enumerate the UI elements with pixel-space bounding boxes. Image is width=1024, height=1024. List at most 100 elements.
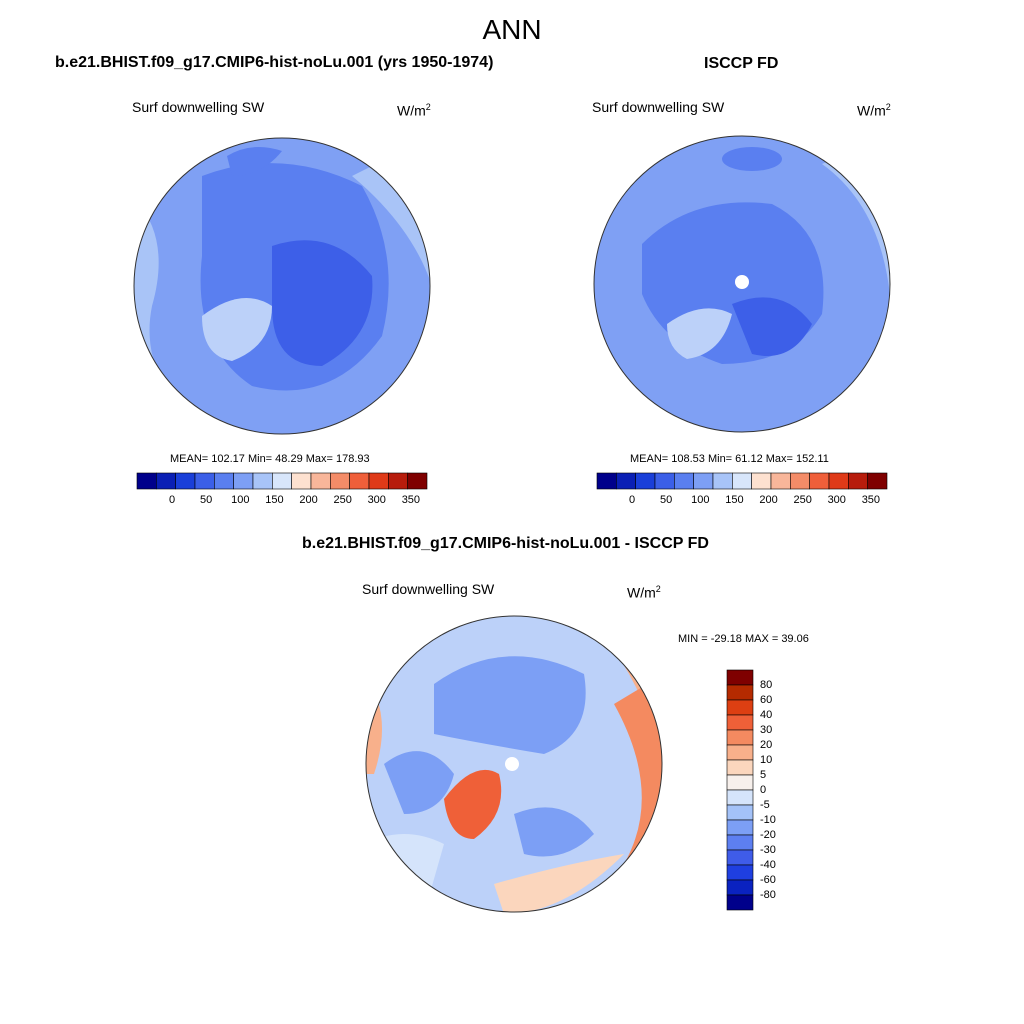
panel3-colorbar-tick-label: 10 xyxy=(760,754,773,766)
panel2-colorbar-swatch xyxy=(654,472,675,490)
panel1-colorbar-swatch xyxy=(349,472,370,490)
panel2-colorbar-tick-label: 300 xyxy=(827,494,846,506)
panel3-colorbar-tick-label: 20 xyxy=(760,739,773,751)
panel3-title: b.e21.BHIST.f09_g17.CMIP6-hist-noLu.001 … xyxy=(302,535,709,552)
panel3-colorbar-tick-label: -20 xyxy=(760,829,776,841)
panel3-colorbar-swatch xyxy=(726,864,754,881)
panel1-colorbar-swatch xyxy=(407,472,428,490)
panel1-colorbar-swatch xyxy=(214,472,234,490)
panel2-colorbar-swatch xyxy=(751,472,772,490)
panel3-colorbar-swatch xyxy=(726,774,754,791)
panel2-colorbar-tick-label: 100 xyxy=(691,494,710,506)
panel1-colorbar-tick-label: 0 xyxy=(168,494,176,506)
figure-title: ANN xyxy=(482,14,542,45)
panel2-colorbar-swatch xyxy=(693,472,714,490)
panel2-stats: MEAN= 108.53 Min= 61.12 Max= 152.11 xyxy=(630,453,829,465)
panel3-units: W/m2 xyxy=(627,584,661,601)
panel2-colorbar-swatch xyxy=(828,472,849,490)
panel2-colorbar-swatch xyxy=(790,472,810,490)
panel2-map-outline xyxy=(593,135,891,433)
panel1-colorbar-swatch xyxy=(156,472,176,490)
panel3-colorbar-tick-label: 5 xyxy=(760,769,767,781)
panel2-colorbar-swatch xyxy=(732,472,752,490)
panel3-variable-label: Surf downwelling SW xyxy=(362,581,495,597)
panel1-colorbar-tick-label: 250 xyxy=(333,494,352,506)
panel2-colorbar-swatch xyxy=(848,472,868,490)
panel3-colorbar-tick-label: -60 xyxy=(760,874,776,886)
panel3-colorbar-swatch xyxy=(726,819,754,836)
panel1-colorbar-swatch xyxy=(368,472,389,490)
panel1-colorbar-swatch xyxy=(291,472,312,490)
panel3-colorbar-tick-label: -40 xyxy=(760,859,776,871)
panel3-colorbar xyxy=(726,669,754,911)
panel3-colorbar-swatch xyxy=(726,714,754,731)
panel1-colorbar-tick-label: 350 xyxy=(401,494,421,506)
panel1-colorbar-tick-label: 300 xyxy=(367,494,386,506)
panel3-colorbar-swatch xyxy=(726,834,754,851)
panel3-colorbar-tick-label: -5 xyxy=(760,799,770,811)
panel1-colorbar-swatch xyxy=(330,472,350,490)
panel1-title: b.e21.BHIST.f09_g17.CMIP6-hist-noLu.001 … xyxy=(55,54,494,71)
panel3-colorbar-swatch xyxy=(726,759,754,776)
panel3-colorbar-swatch xyxy=(726,684,754,701)
panel3-colorbar-tick-label: -80 xyxy=(760,889,776,901)
panel2-colorbar-tick-label: 50 xyxy=(660,494,673,506)
panel1-colorbar-swatch xyxy=(272,472,292,490)
panel3-colorbar-tick-label: 60 xyxy=(760,694,773,706)
panel2-colorbar-swatch xyxy=(674,472,694,490)
panel2-colorbar-swatch xyxy=(867,472,888,490)
panel1-colorbar-swatch xyxy=(310,472,331,490)
panel1-variable-label: Surf downwelling SW xyxy=(132,99,265,115)
panel1-units: W/m2 xyxy=(397,102,431,119)
panel2-colorbar-swatch xyxy=(712,472,733,490)
panel2-units: W/m2 xyxy=(857,102,891,119)
panel2-colorbar-tick-label: 0 xyxy=(628,494,636,506)
panel3-stats: MIN = -29.18 MAX = 39.06 xyxy=(678,633,809,645)
panel3-colorbar-tick-label: 30 xyxy=(760,724,773,736)
panel3-colorbar-swatch xyxy=(726,879,754,896)
panel1-colorbar-swatch xyxy=(194,472,215,490)
panel2-colorbar-swatch xyxy=(616,472,636,490)
panel2-polar-hole xyxy=(735,275,749,289)
panel2-colorbar-swatch xyxy=(770,472,791,490)
panel1-colorbar-swatch xyxy=(175,472,196,490)
panel1-colorbar-tick-label: 50 xyxy=(200,494,213,506)
panel1-colorbar-swatch xyxy=(233,472,254,490)
panel1-colorbar-tick-label: 100 xyxy=(231,494,250,506)
panel1-colorbar-tick-label: 150 xyxy=(265,494,284,506)
panel1-colorbar-swatch xyxy=(388,472,408,490)
panel1-colorbar-tick-label: 200 xyxy=(299,494,318,506)
panel2-polar-map xyxy=(593,135,891,433)
panel3-colorbar-swatch xyxy=(726,699,754,716)
panel2-colorbar-tick-label: 150 xyxy=(725,494,744,506)
panel3-colorbar-swatch xyxy=(726,669,754,686)
panel3-colorbar-tick-label: 40 xyxy=(760,709,773,721)
panel3-colorbar-tick-label: 0 xyxy=(760,784,767,796)
panel3-colorbar-swatch xyxy=(726,894,754,911)
panel2-colorbar-swatch xyxy=(809,472,830,490)
panel2-colorbar-swatch xyxy=(596,472,617,490)
panel2-colorbar xyxy=(596,472,888,490)
panel2-colorbar-tick-label: 350 xyxy=(861,494,881,506)
panel2-title: ISCCP FD xyxy=(704,55,779,72)
panel1-colorbar xyxy=(136,472,428,490)
panel2-colorbar-swatch xyxy=(635,472,656,490)
panel3-colorbar-swatch xyxy=(726,804,754,821)
panel3-colorbar-tick-label: -10 xyxy=(760,814,776,826)
panel1-colorbar-swatch xyxy=(136,472,157,490)
panel2-colorbar-tick-label: 200 xyxy=(759,494,778,506)
panel3-colorbar-swatch xyxy=(726,744,754,761)
panel3-polar-map xyxy=(365,615,663,913)
panel3-colorbar-swatch xyxy=(726,729,754,746)
panel2-colorbar-tick-label: 250 xyxy=(793,494,812,506)
panel3-colorbar-tick-label: 80 xyxy=(760,679,773,691)
panel3-polar-hole xyxy=(505,757,519,771)
panel1-stats: MEAN= 102.17 Min= 48.29 Max= 178.93 xyxy=(170,453,370,465)
panel1-colorbar-swatch xyxy=(252,472,273,490)
panel1-map-outline xyxy=(133,137,431,435)
panel3-colorbar-tick-label: -30 xyxy=(760,844,776,856)
panel1-polar-map xyxy=(133,137,431,435)
panel3-colorbar-swatch xyxy=(726,789,754,806)
panel2-variable-label: Surf downwelling SW xyxy=(592,99,725,115)
panel3-colorbar-swatch xyxy=(726,849,754,866)
